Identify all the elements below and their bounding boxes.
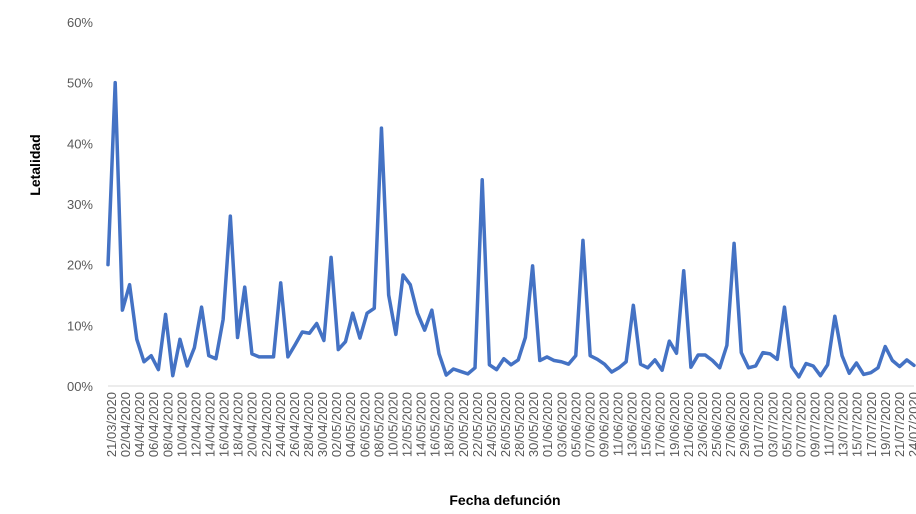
x-tick-label: 10/04/2020: [174, 392, 189, 457]
x-tick-label: 17/06/2020: [653, 392, 668, 457]
x-tick-label: 26/05/2020: [498, 392, 513, 457]
x-tick-label: 27/06/2020: [723, 392, 738, 457]
x-tick-label: 24/04/2020: [273, 392, 288, 457]
x-axis-title: Fecha defunción: [449, 492, 560, 508]
x-tick-label: 13/07/2020: [836, 392, 851, 457]
x-tick-label: 10/05/2020: [385, 392, 400, 457]
x-tick-label: 25/06/2020: [709, 392, 724, 457]
x-tick-label: 20/04/2020: [245, 392, 260, 457]
x-tick-label: 12/04/2020: [188, 392, 203, 457]
x-tick-label: 28/05/2020: [512, 392, 527, 457]
x-tick-label: 13/06/2020: [625, 392, 640, 457]
x-tick-label: 21/06/2020: [681, 392, 696, 457]
x-tick-label: 16/04/2020: [217, 392, 232, 457]
x-tick-label: 17/07/2020: [864, 392, 879, 457]
x-tick-label: 03/06/2020: [554, 392, 569, 457]
x-tick-label: 14/05/2020: [414, 392, 429, 457]
y-tick-label: 00%: [67, 379, 93, 394]
x-tick-label: 11/07/2020: [822, 392, 837, 456]
x-tick-label: 26/04/2020: [287, 392, 302, 457]
y-tick-label: 20%: [67, 258, 93, 273]
x-tick-label: 18/05/2020: [442, 392, 457, 457]
x-tick-label: 24/07/2020: [906, 392, 916, 457]
x-tick-label: 24/05/2020: [484, 392, 499, 457]
x-tick-label: 21/07/2020: [892, 392, 907, 457]
x-tick-label: 06/04/2020: [146, 392, 161, 457]
x-tick-label: 05/06/2020: [568, 392, 583, 457]
x-tick-label: 12/05/2020: [399, 392, 414, 457]
x-tick-label: 30/04/2020: [315, 392, 330, 457]
x-tick-label: 01/07/2020: [751, 392, 766, 457]
x-tick-label: 14/04/2020: [202, 392, 217, 457]
x-tick-label: 01/06/2020: [540, 392, 555, 457]
x-tick-label: 20/05/2020: [456, 392, 471, 457]
x-tick-label: 19/06/2020: [667, 392, 682, 457]
x-tick-label: 23/06/2020: [695, 392, 710, 457]
x-tick-label: 05/07/2020: [779, 392, 794, 457]
x-tick-label: 02/04/2020: [118, 392, 133, 457]
x-tick-label: 30/05/2020: [526, 392, 541, 457]
x-tick-label: 04/04/2020: [132, 392, 147, 457]
x-tick-label: 04/05/2020: [343, 392, 358, 457]
y-axis-title: Letalidad: [27, 134, 43, 195]
x-tick-label: 07/06/2020: [582, 392, 597, 457]
y-tick-label: 50%: [67, 76, 93, 91]
x-tick-label: 16/05/2020: [428, 392, 443, 457]
x-tick-label: 18/04/2020: [231, 392, 246, 457]
y-tick-label: 30%: [67, 197, 93, 212]
x-axis-ticks: 21/03/2020 02/04/2020 04/04/2020 06/04/2020…: [104, 392, 916, 457]
y-tick-label: 60%: [67, 15, 93, 30]
x-tick-label: 29/06/2020: [737, 392, 752, 457]
x-tick-label: 22/05/2020: [470, 392, 485, 457]
x-tick-label: 08/05/2020: [371, 392, 386, 457]
x-tick-label: 03/07/2020: [765, 392, 780, 457]
x-tick-label: 07/07/2020: [793, 392, 808, 457]
x-tick-label: 09/06/2020: [596, 392, 611, 457]
y-tick-label: 10%: [67, 318, 93, 333]
x-tick-label: 11/06/2020: [611, 392, 626, 456]
y-tick-label: 40%: [67, 136, 93, 151]
x-tick-label: 28/04/2020: [301, 392, 316, 457]
series-line: [106, 80, 916, 379]
y-axis-ticks: 00% 10% 20% 30% 40% 50% 60%: [67, 15, 93, 394]
x-tick-label: 19/07/2020: [878, 392, 893, 457]
x-tick-label: 21/03/2020: [104, 392, 119, 457]
x-tick-label: 22/04/2020: [259, 392, 274, 457]
x-tick-label: 08/04/2020: [160, 392, 175, 457]
x-tick-label: 09/07/2020: [808, 392, 823, 457]
x-tick-label: 15/06/2020: [639, 392, 654, 457]
x-tick-label: 02/05/2020: [329, 392, 344, 457]
x-tick-label: 06/05/2020: [357, 392, 372, 457]
x-tick-label: 15/07/2020: [850, 392, 865, 457]
